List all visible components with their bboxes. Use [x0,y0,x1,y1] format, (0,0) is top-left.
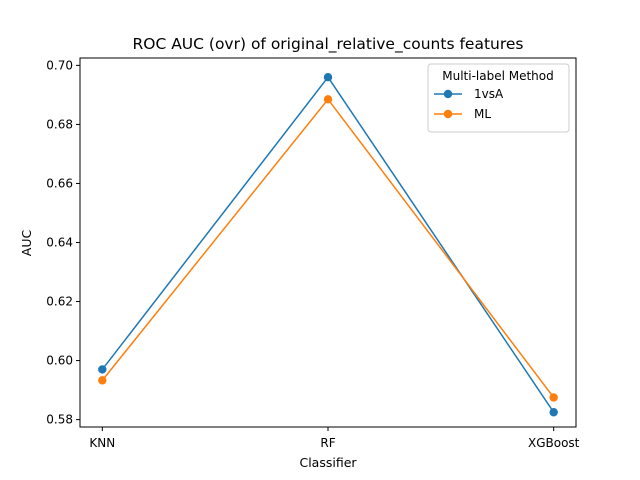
y-axis: 0.58 0.60 0.62 0.64 0.66 0.68 0.70 [46,58,80,427]
data-point-ml [549,393,558,402]
legend-box [427,63,570,133]
data-point-ml [98,376,107,385]
plot-area [98,72,558,417]
y-axis-label: AUC [19,230,34,257]
legend-label-1vsa: 1vsA [474,87,504,101]
data-point-1vsa [549,408,558,417]
legend-label-ml: ML [474,107,491,121]
legend-marker-1vsa [443,89,453,99]
y-tick-label: 0.70 [46,58,73,72]
y-tick-label: 0.58 [46,413,73,427]
y-tick-label: 0.68 [46,117,73,131]
series-line-ml [101,98,555,398]
data-point-ml [323,95,333,104]
y-tick-label: 0.66 [46,176,73,190]
x-axis: KNN RF XGBoost [89,427,580,450]
x-tick-label: KNN [89,436,115,450]
x-axis-label: Classifier [299,455,357,470]
y-tick-label: 0.64 [46,236,73,250]
legend-marker-ml [443,109,453,119]
legend: Multi-label Method 1vsA ML [427,63,570,133]
data-point-1vsa [323,72,333,82]
data-point-1vsa [98,365,107,374]
y-tick-label: 0.62 [46,295,73,309]
x-tick-label: XGBoost [528,436,580,450]
legend-title: Multi-label Method [442,69,554,83]
x-tick-label: RF [320,436,335,450]
y-tick-label: 0.60 [46,354,73,368]
chart-title: ROC AUC (ovr) of original_relative_count… [132,35,523,54]
